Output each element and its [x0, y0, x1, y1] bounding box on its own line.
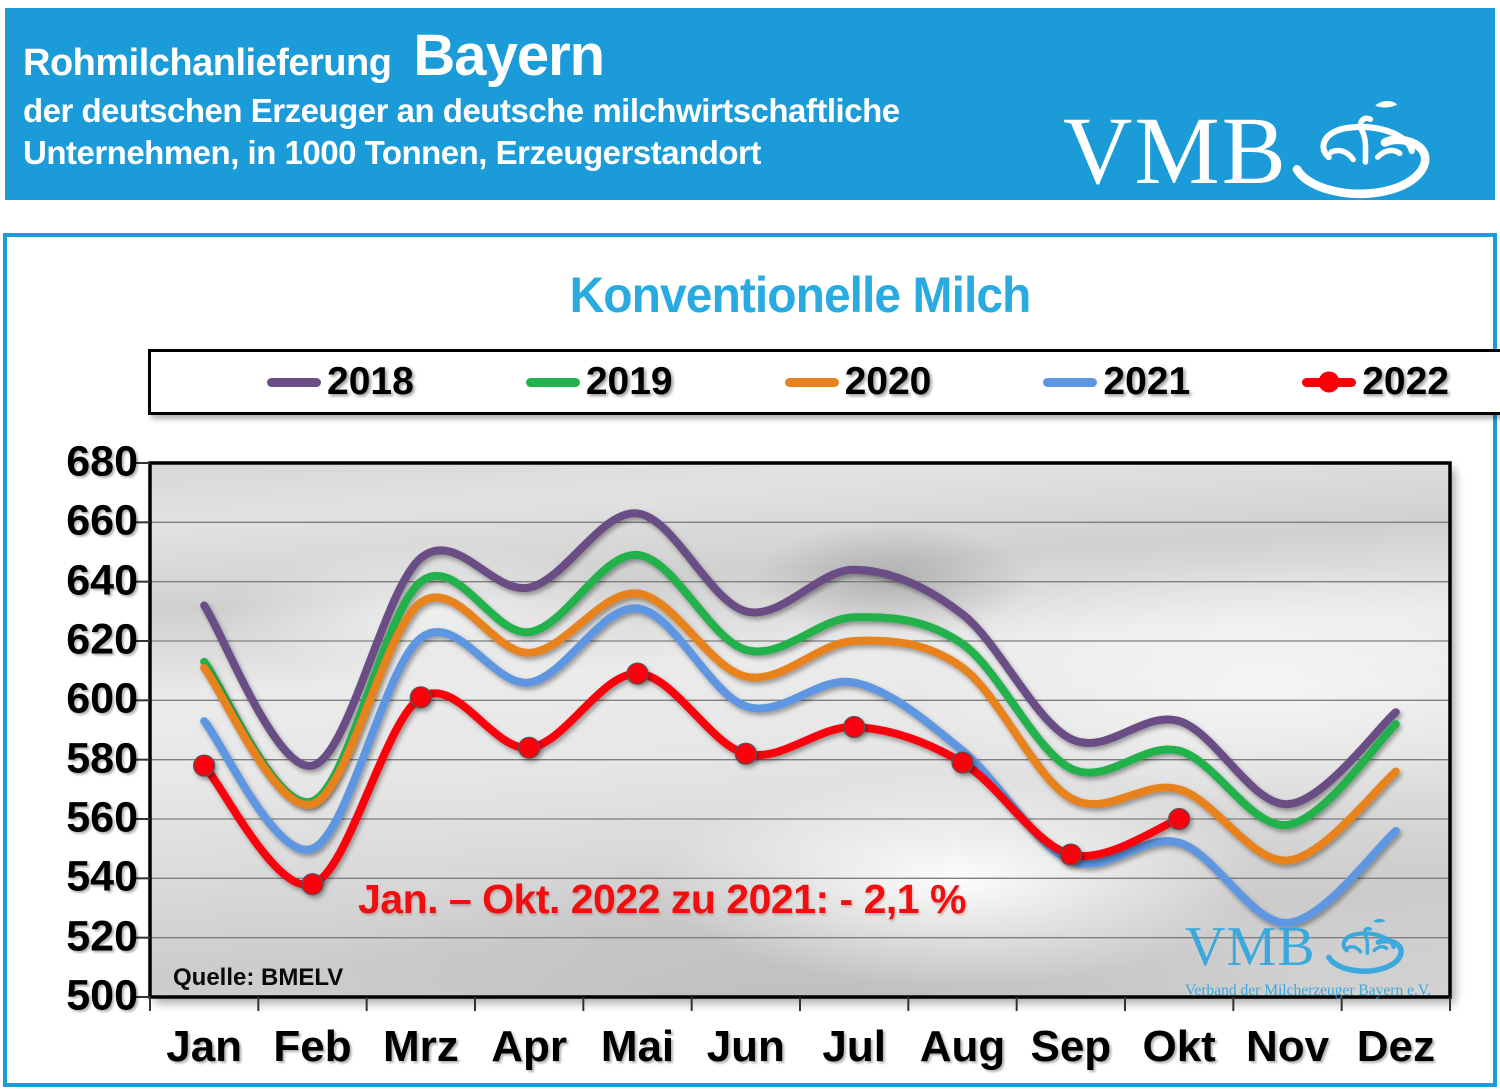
legend-item-2019: 2019 [525, 360, 673, 404]
vmb-watermark: VMB Verband der Milcherzeuger Bayern e.V… [1185, 916, 1431, 1000]
x-axis-label-nov: Nov [1245, 1022, 1330, 1071]
banner-subtitle-line2: Unternehmen, in 1000 Tonnen, Erzeugersta… [23, 133, 761, 171]
legend-marker-dot [1318, 371, 1340, 393]
legend-item-2022: 2022 [1302, 360, 1449, 404]
x-axis-label-jul: Jul [822, 1022, 886, 1071]
legend-label-2020: 2020 [844, 360, 932, 403]
header-banner: Rohmilchanlieferung Bayern der deutschen… [5, 8, 1495, 200]
chart-title: Konventionelle Milch [569, 267, 1032, 323]
y-axis-label: 640 [66, 556, 138, 605]
y-axis-label: 500 [66, 971, 138, 1020]
x-axis-label-jun: Jun [706, 1022, 785, 1071]
legend-item-2021: 2021 [1043, 360, 1190, 404]
source-label: Quelle: BMELV [173, 964, 344, 991]
vmb-swirl-icon [1292, 101, 1430, 198]
x-axis-label-mai: Mai [600, 1022, 675, 1071]
x-axis-label-aug: Aug [919, 1022, 1006, 1071]
x-axis-label-dez: Dez [1356, 1022, 1435, 1071]
y-axis-label: 600 [66, 674, 138, 723]
x-axis-label-apr: Apr [491, 1022, 568, 1071]
x-axis-label-sep: Sep [1030, 1022, 1112, 1071]
legend-item-2020: 2020 [784, 360, 932, 404]
legend-swatch-2020 [784, 377, 839, 387]
watermark-text: VMB [1185, 915, 1316, 978]
banner-title: Rohmilchanlieferung [23, 42, 392, 84]
x-axis-label-jan: Jan [166, 1022, 243, 1071]
banner-region-title: Bayern [413, 23, 605, 88]
x-axis-label-feb: Feb [273, 1022, 352, 1071]
x-axis-label-okt: Okt [1142, 1022, 1216, 1071]
watermark-subtext: Verband der Milcherzeuger Bayern e.V. [1185, 982, 1431, 999]
y-axis-label: 620 [66, 615, 138, 664]
legend-swatch-2019 [525, 377, 580, 387]
y-axis-label: 660 [66, 496, 138, 545]
y-axis-label: 580 [66, 734, 138, 783]
annotation-text: Jan. – Okt. 2022 zu 2021: - 2,1 % [358, 876, 966, 922]
legend-label-2019: 2019 [585, 360, 673, 403]
banner-subtitle-line1: der deutschen Erzeuger an deutsche milch… [23, 92, 900, 129]
vmb-logo-text: VMB [1063, 96, 1288, 204]
y-axis-label: 540 [66, 852, 138, 901]
x-axis-label-mrz: Mrz [382, 1022, 459, 1071]
legend-swatch-2018 [267, 377, 322, 387]
legend-label-2021: 2021 [1103, 360, 1191, 403]
vmb-logo: VMB [1063, 96, 1438, 206]
legend-swatch-2022 [1302, 371, 1357, 393]
y-axis-label: 520 [66, 912, 138, 961]
y-axis-label: 560 [66, 793, 138, 842]
banner-text-block: Rohmilchanlieferung Bayern der deutschen… [23, 22, 900, 172]
chart-legend: 2018 2019 2020 2021 2022 [148, 349, 1500, 415]
legend-swatch-2021 [1043, 377, 1098, 387]
y-axis-label: 680 [66, 437, 138, 486]
watermark-swirl-icon [1325, 918, 1404, 974]
legend-label-2022: 2022 [1362, 360, 1449, 403]
legend-label-2018: 2018 [327, 360, 414, 403]
legend-item-2018: 2018 [267, 360, 414, 404]
